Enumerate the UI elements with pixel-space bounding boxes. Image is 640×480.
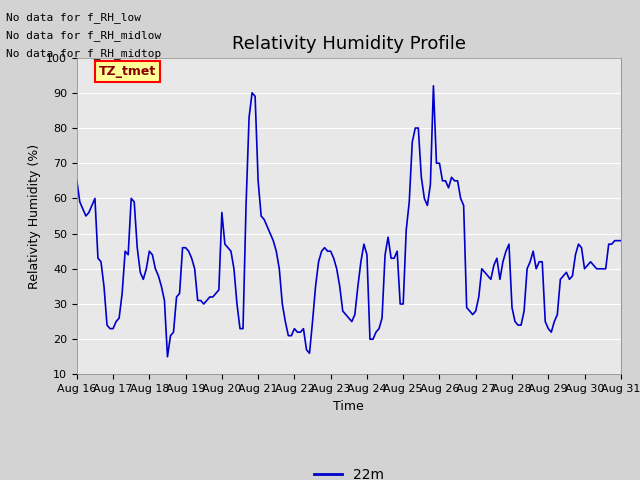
Text: TZ_tmet: TZ_tmet bbox=[99, 65, 156, 78]
Y-axis label: Relativity Humidity (%): Relativity Humidity (%) bbox=[28, 144, 40, 288]
X-axis label: Time: Time bbox=[333, 400, 364, 413]
Text: No data for f_RH_midlow: No data for f_RH_midlow bbox=[6, 30, 162, 41]
Legend: 22m: 22m bbox=[308, 463, 389, 480]
Text: No data for f_RH_low: No data for f_RH_low bbox=[6, 12, 141, 23]
Text: No data for f_RH_midtop: No data for f_RH_midtop bbox=[6, 48, 162, 60]
Title: Relativity Humidity Profile: Relativity Humidity Profile bbox=[232, 35, 466, 53]
